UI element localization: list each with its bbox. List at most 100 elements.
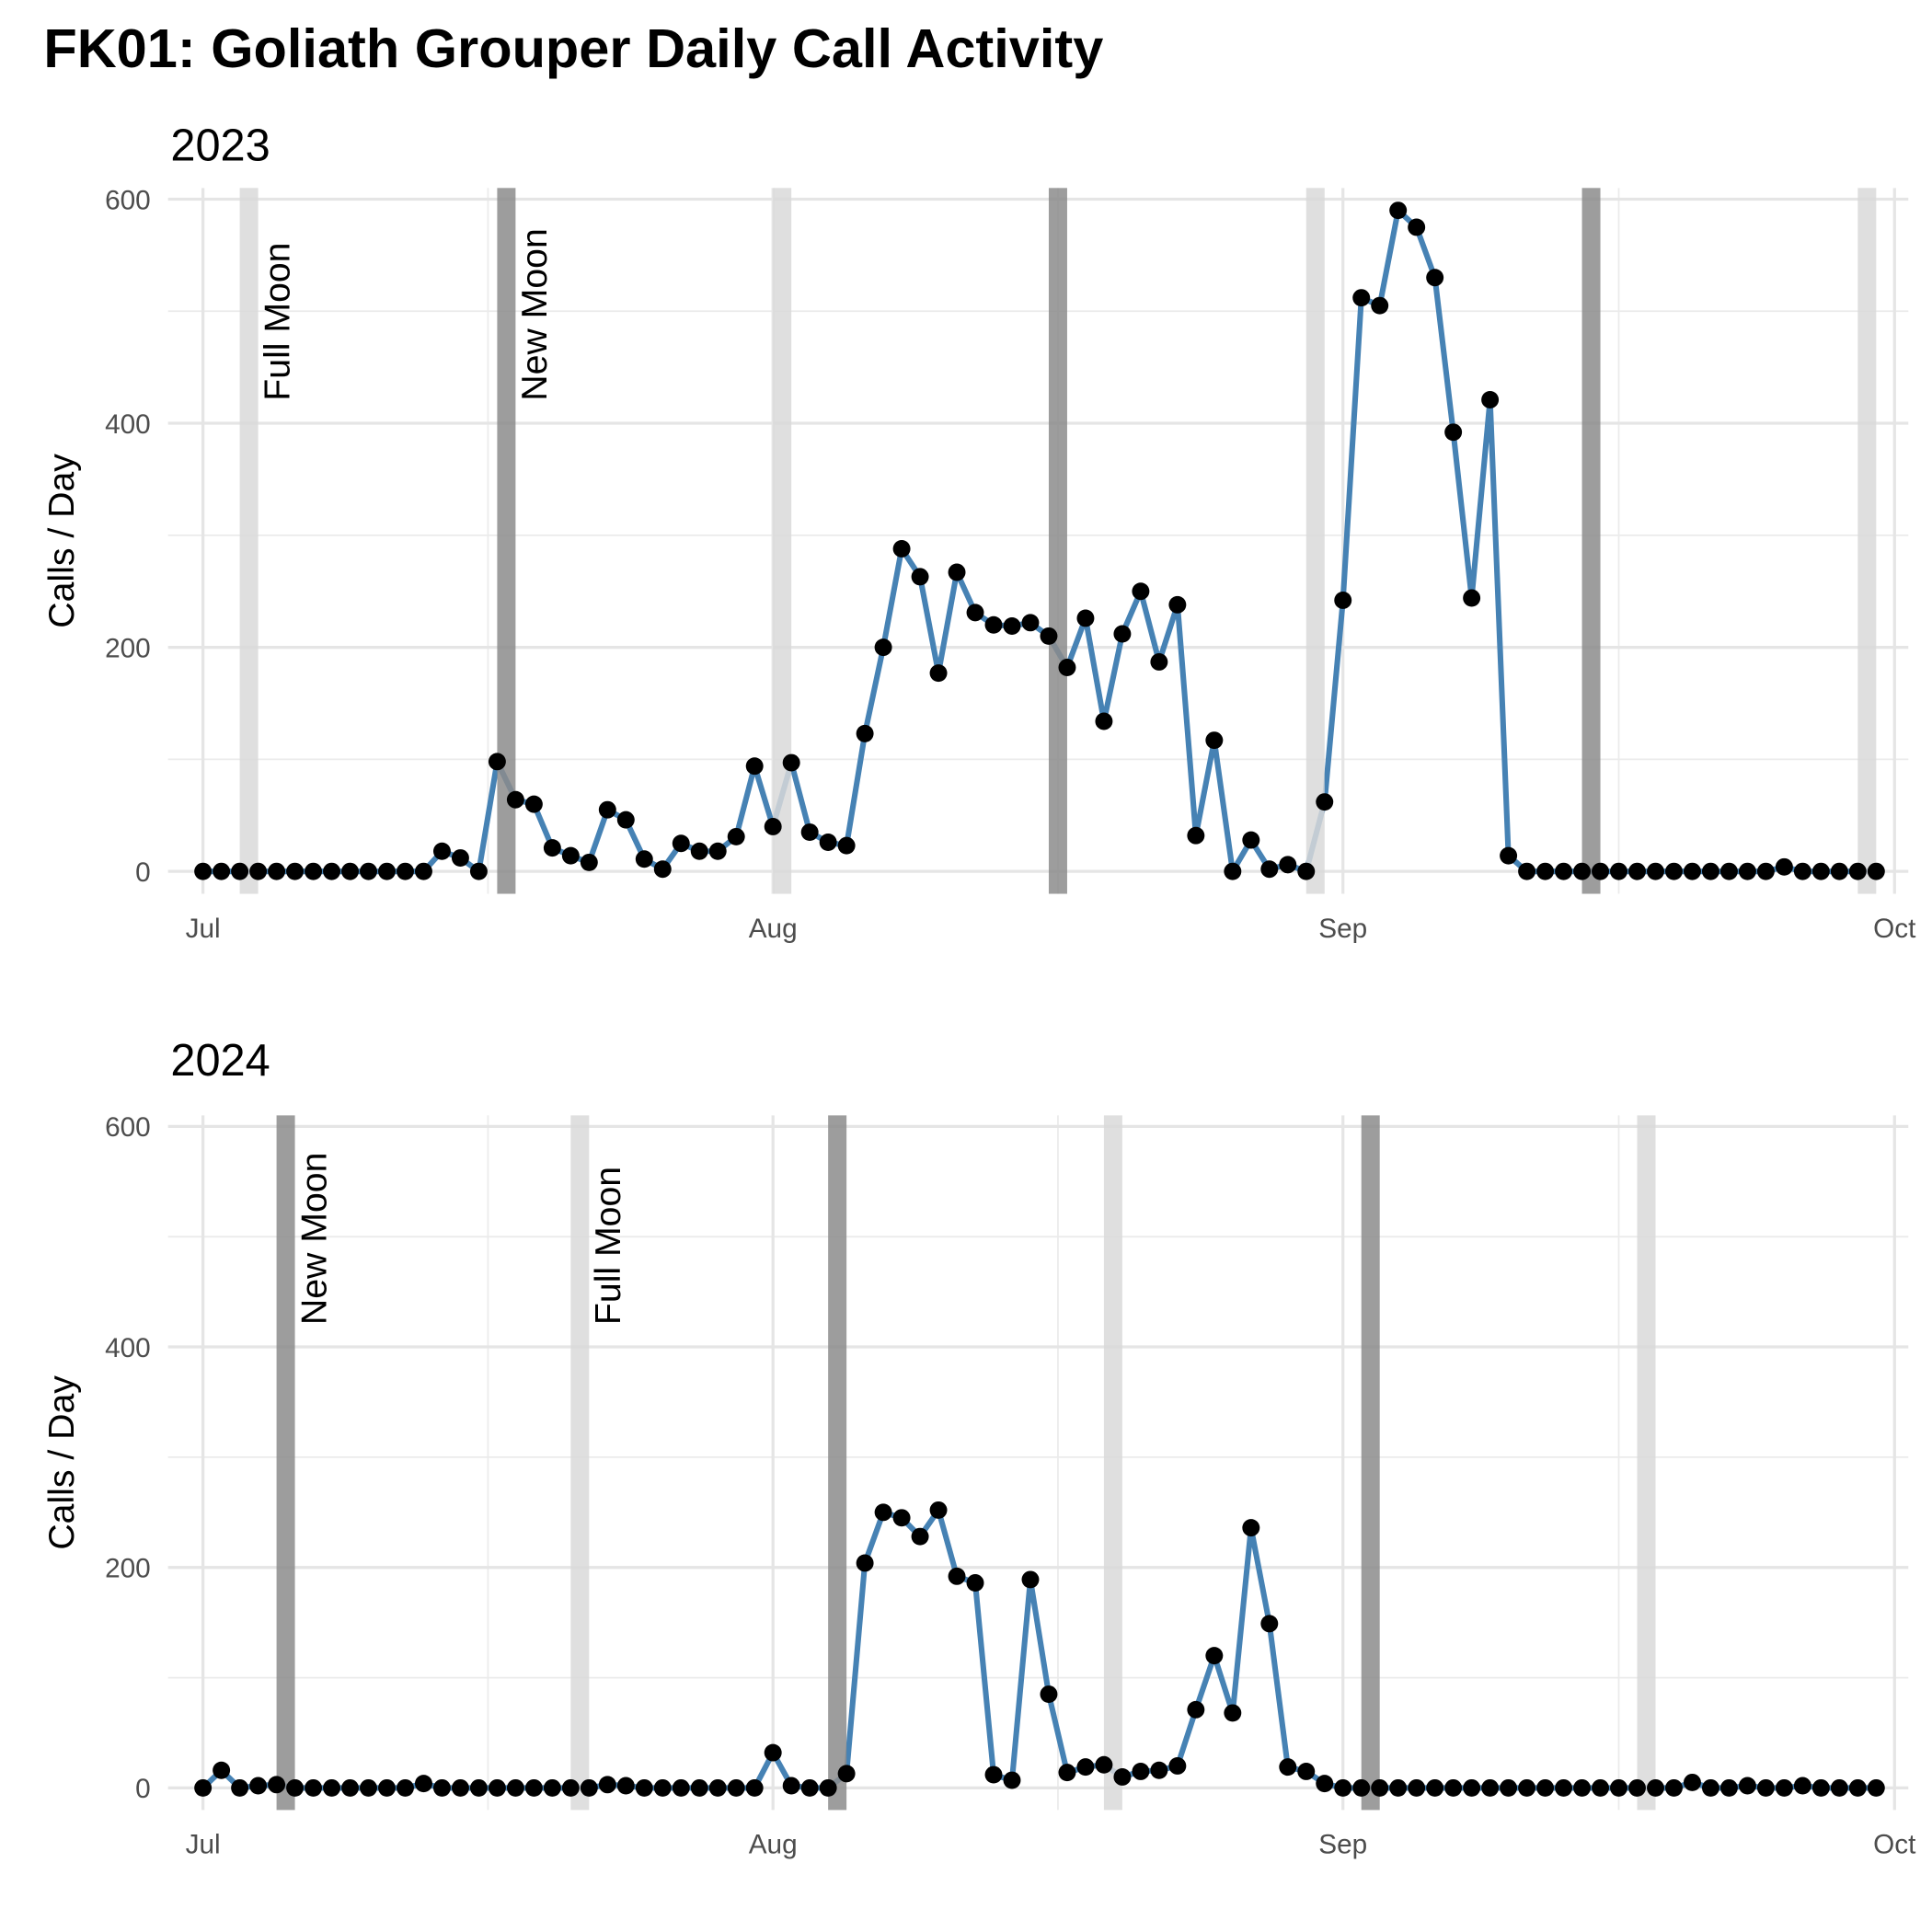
data-point	[1187, 1700, 1205, 1719]
data-point	[378, 862, 396, 880]
x-tick-label: Oct	[1873, 914, 1916, 944]
data-point	[727, 1778, 745, 1797]
data-point	[1279, 1758, 1297, 1777]
data-point	[432, 842, 451, 860]
data-point	[892, 1509, 911, 1527]
data-point	[1536, 862, 1555, 880]
moon-band	[1305, 188, 1325, 894]
data-point	[1334, 1778, 1352, 1797]
x-tick-label: Aug	[749, 1830, 798, 1860]
data-point	[1003, 1771, 1021, 1789]
data-point	[708, 842, 727, 860]
data-point	[1113, 625, 1132, 643]
data-point	[1371, 296, 1389, 315]
data-point	[1242, 1519, 1260, 1537]
data-point	[506, 790, 524, 809]
data-point	[414, 1775, 432, 1793]
data-point	[1040, 627, 1058, 645]
moon-label: Full Moon	[588, 1167, 628, 1325]
data-point	[690, 1778, 708, 1797]
data-point	[1021, 1570, 1040, 1589]
data-point	[1113, 1767, 1132, 1786]
data-point	[1500, 1778, 1518, 1797]
data-point	[1076, 1758, 1095, 1777]
data-point	[1665, 862, 1683, 880]
data-point	[397, 1778, 414, 1797]
data-point	[397, 862, 414, 880]
data-point	[1224, 1704, 1242, 1722]
data-point	[966, 1574, 984, 1592]
data-point	[1555, 862, 1573, 880]
x-tick-label: Oct	[1873, 1830, 1916, 1860]
data-point	[432, 1778, 451, 1797]
data-point	[1187, 826, 1205, 845]
data-point	[451, 1778, 469, 1797]
data-point	[249, 1777, 268, 1795]
moon-band	[1361, 1115, 1380, 1811]
moon-band	[570, 1115, 590, 1811]
data-point	[469, 1778, 488, 1797]
data-point	[929, 1501, 948, 1519]
data-point	[1793, 1777, 1811, 1795]
data-point	[708, 1778, 727, 1797]
data-point	[1719, 1778, 1738, 1797]
data-point	[1610, 862, 1627, 880]
data-point	[1297, 1762, 1316, 1780]
moon-band	[239, 188, 259, 894]
data-point	[360, 1778, 377, 1797]
data-point	[1297, 862, 1316, 880]
data-point	[268, 1776, 286, 1794]
panel-title: 2023	[170, 121, 270, 171]
data-point	[1647, 1778, 1664, 1797]
moon-band	[1581, 188, 1601, 894]
y-tick-label: 0	[135, 1774, 151, 1804]
data-point	[672, 1778, 690, 1797]
data-point	[580, 853, 598, 871]
data-point	[1867, 862, 1885, 880]
data-point	[1683, 1773, 1701, 1791]
data-point	[1389, 201, 1408, 220]
data-point	[194, 1778, 213, 1797]
data-point	[488, 753, 506, 771]
data-point	[1628, 862, 1646, 880]
data-point	[305, 1778, 323, 1797]
y-tick-label: 400	[105, 1333, 151, 1363]
data-point	[1573, 862, 1592, 880]
data-point	[598, 1776, 616, 1794]
data-point	[1793, 862, 1811, 880]
y-tick-label: 600	[105, 185, 151, 215]
moon-label: New Moon	[293, 1153, 334, 1325]
data-point	[1592, 862, 1610, 880]
data-point	[1408, 218, 1426, 236]
data-point	[837, 836, 856, 855]
data-point	[1316, 1775, 1334, 1793]
data-point	[892, 539, 911, 558]
moon-band	[276, 1115, 295, 1811]
data-point	[524, 1778, 543, 1797]
data-point	[1811, 862, 1830, 880]
data-point	[1316, 793, 1334, 811]
y-tick-label: 600	[105, 1112, 151, 1143]
data-point	[948, 563, 966, 581]
data-point	[1426, 1778, 1444, 1797]
data-point	[1500, 846, 1518, 865]
data-point	[616, 811, 635, 829]
x-tick-label: Sep	[1318, 1830, 1367, 1860]
y-axis-label: Calls / Day	[41, 1375, 82, 1550]
data-point	[782, 753, 800, 772]
data-point	[1628, 1778, 1646, 1797]
data-point	[1040, 1685, 1058, 1704]
data-point	[874, 1503, 892, 1522]
data-point	[764, 817, 782, 835]
x-tick-label: Sep	[1318, 914, 1367, 944]
data-point	[745, 757, 764, 776]
data-point	[543, 1778, 561, 1797]
data-point	[1848, 1778, 1867, 1797]
moon-band	[1048, 188, 1067, 894]
data-point	[1536, 1778, 1555, 1797]
data-point	[1076, 609, 1095, 627]
y-tick-label: 400	[105, 409, 151, 440]
data-point	[764, 1743, 782, 1762]
data-point	[1518, 1778, 1536, 1797]
data-point	[1738, 862, 1756, 880]
